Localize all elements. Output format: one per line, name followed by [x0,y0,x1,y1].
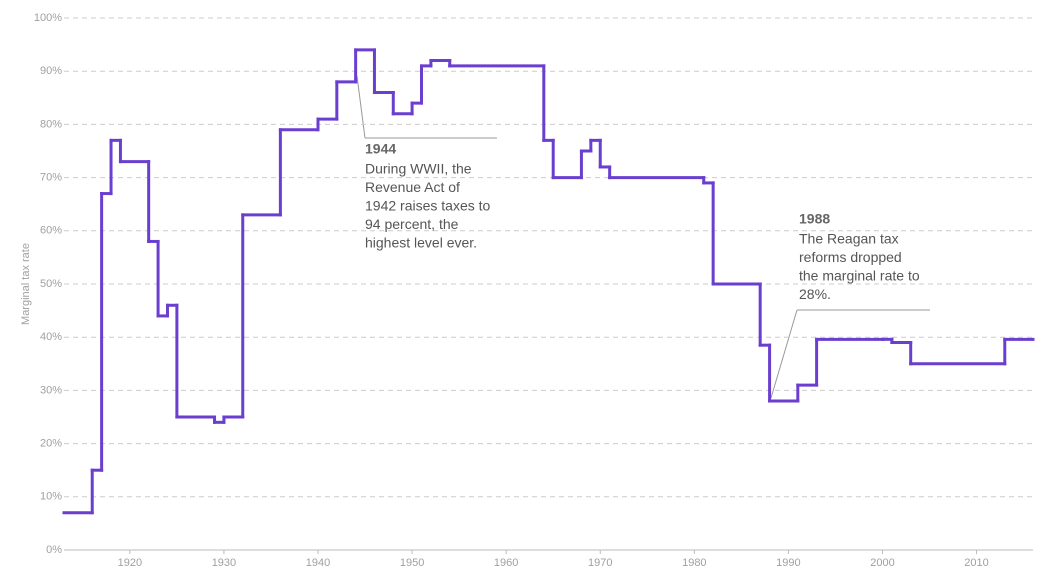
x-tick-label: 1990 [776,557,800,569]
annotation-leader [356,75,366,139]
y-tick-label: 50% [40,278,62,290]
x-tick-label: 1920 [118,557,142,569]
y-tick-label: 30% [40,384,62,396]
y-tick-label: 0% [46,544,62,556]
x-tick-label: 1980 [682,557,706,569]
y-tick-label: 40% [40,331,62,343]
y-axis-label: Marginal tax rate [20,243,32,325]
annotation-text: The Reagan tax [799,231,899,247]
annotation-text: 94 percent, the [365,216,459,232]
x-tick-label: 1950 [400,557,424,569]
x-tick-label: 2000 [870,557,894,569]
annotation-title: 1988 [799,211,830,227]
annotation-text: the marginal rate to [799,268,920,284]
annotation-text: 1942 raises taxes to [365,198,491,214]
annotation-text: highest level ever. [365,235,477,251]
annotation-text: 28%. [799,286,831,302]
annotation-leader [770,309,798,399]
x-tick-label: 1940 [306,557,330,569]
x-tick-label: 1930 [212,557,236,569]
y-tick-label: 80% [40,118,62,130]
annotation-text: reforms dropped [799,249,902,265]
annotation-text: During WWII, the [365,161,472,177]
annotation-title: 1944 [365,141,396,157]
y-tick-label: 20% [40,438,62,450]
y-tick-label: 10% [40,491,62,503]
y-tick-label: 100% [34,12,62,24]
y-tick-label: 90% [40,65,62,77]
x-tick-label: 1970 [588,557,612,569]
y-tick-label: 70% [40,172,62,184]
y-tick-label: 60% [40,225,62,237]
x-tick-label: 2010 [964,557,988,569]
x-tick-label: 1960 [494,557,518,569]
annotation-text: Revenue Act of [365,179,460,195]
